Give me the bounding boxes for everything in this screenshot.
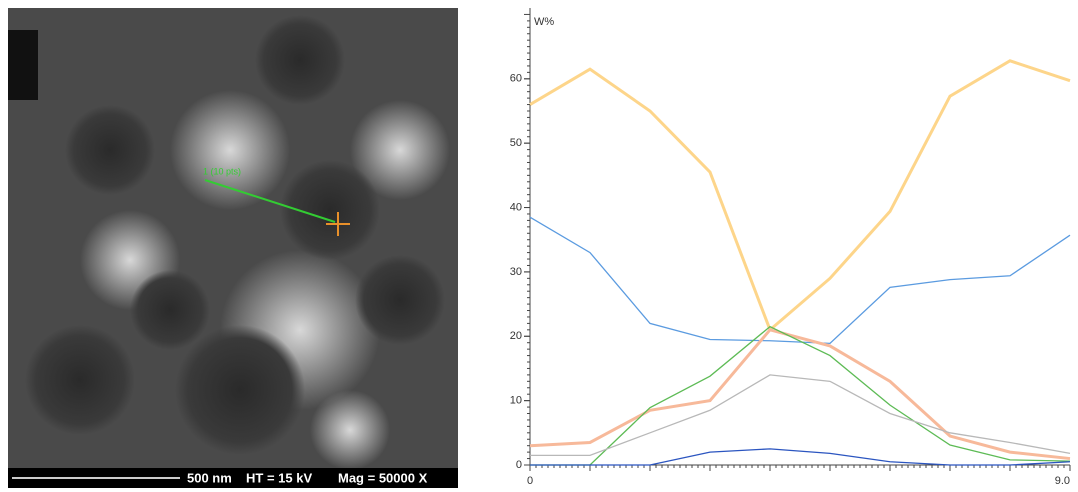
x-tick-label: 9.0 <box>1055 475 1070 487</box>
y-tick-label: 60 <box>510 73 522 85</box>
chart: W% 0 10 20 30 40 50 60 0 9.0 <box>510 8 1071 487</box>
line-label: 1 (10 pts) <box>203 166 241 176</box>
scale-text: 500 nm <box>187 470 232 485</box>
series-line <box>530 374 1071 456</box>
y-tick-label: 50 <box>510 137 522 149</box>
y-axis-label: W% <box>534 16 554 28</box>
series-line <box>529 59 1071 333</box>
magnification-text: Mag = 50000 X <box>338 470 428 485</box>
sem-image: 1 (10 pts) 500 nm HT = 15 kV Mag = 50000… <box>8 8 458 488</box>
y-tick-label: 30 <box>510 266 522 278</box>
series-line <box>530 325 1071 466</box>
y-tick-label: 20 <box>510 330 522 342</box>
series-line <box>530 448 1071 466</box>
series-line <box>529 216 1071 345</box>
y-tick-label: 40 <box>510 201 522 213</box>
voltage-text: HT = 15 kV <box>246 470 312 485</box>
series-line <box>529 328 1071 461</box>
x-tick-label: 0 <box>527 475 533 487</box>
y-tick-label: 0 <box>516 459 522 471</box>
y-tick-label: 10 <box>510 395 522 407</box>
